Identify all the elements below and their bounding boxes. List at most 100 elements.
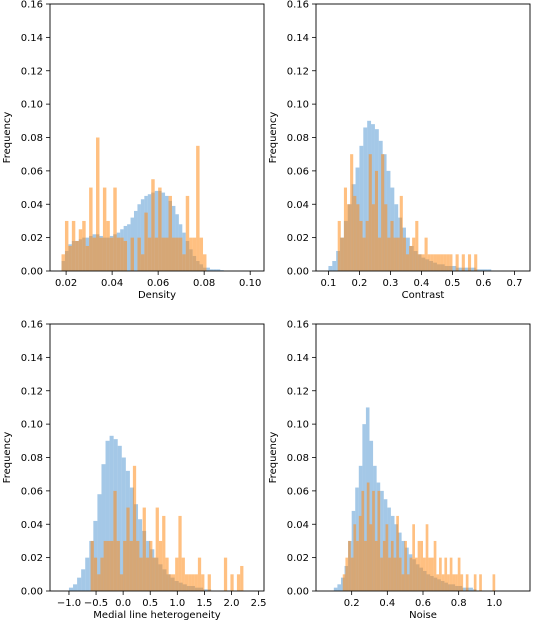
histogram-bar xyxy=(371,124,375,272)
histogram-bar xyxy=(197,557,202,592)
histogram-bar xyxy=(457,557,461,592)
x-tick-label: 0.08 xyxy=(193,278,215,289)
series-orange xyxy=(337,154,478,272)
histogram-bar xyxy=(340,237,344,272)
histogram-bar xyxy=(129,540,133,591)
histogram-bar xyxy=(418,254,422,271)
histogram-bar xyxy=(368,154,372,271)
histogram-bar xyxy=(358,515,362,591)
histogram-bar xyxy=(343,187,348,271)
histogram-bar xyxy=(443,254,447,271)
y-tick-label: 0.06 xyxy=(287,166,309,177)
histogram-bar xyxy=(361,490,365,592)
histogram-bar xyxy=(116,540,120,591)
histogram-bar xyxy=(77,577,82,591)
x-tick-label: 0.6 xyxy=(476,278,492,289)
y-tick-label: 0.00 xyxy=(21,267,43,278)
y-tick-label: 0.08 xyxy=(287,133,309,144)
histogram-bar xyxy=(175,557,179,592)
histogram-bar xyxy=(455,254,459,271)
y-tick-label: 0.08 xyxy=(21,453,43,464)
histogram-bar xyxy=(365,220,369,271)
histogram-bar xyxy=(441,574,445,591)
subplot-medial-line-heterogeneity: −1.0 −0.5 0.0 0.5 1.0 1.5 2.0 2.5 0.00 0.02 0.04 0.… xyxy=(2,320,267,620)
histogram-bar xyxy=(449,557,453,592)
histogram-bar xyxy=(469,587,473,591)
histogram-bar xyxy=(342,574,346,591)
histogram-bar xyxy=(353,195,357,271)
histogram-bar xyxy=(359,220,363,271)
histogram-bar xyxy=(223,557,228,592)
histogram-bar xyxy=(230,574,234,591)
y-tick-label: 0.10 xyxy=(21,100,43,111)
histogram-bar xyxy=(105,440,110,591)
histogram-bar xyxy=(165,557,169,592)
histogram-bar xyxy=(405,547,409,591)
histogram-bar xyxy=(171,574,176,591)
histogram-bar xyxy=(359,145,364,271)
histogram-bar xyxy=(113,490,117,592)
histogram-bar xyxy=(132,465,137,591)
histogram-bar xyxy=(428,557,432,592)
subplot-noise: 0.2 0.4 0.6 0.8 1.0 0.00 0.02 0.04 0.06 0.08 0.10 0… xyxy=(268,320,531,620)
x-tick-label: 2.5 xyxy=(251,598,267,609)
y-axis-label: Frequency xyxy=(2,112,13,164)
subplot-contrast: 0.1 0.2 0.3 0.4 0.5 0.6 0.7 0.00 0.02 0.04 0.06 0.0… xyxy=(268,0,531,301)
histogram-bar xyxy=(93,557,98,592)
x-axis-label: Medial line heterogeneity xyxy=(93,610,220,620)
series-orange xyxy=(61,137,207,272)
histogram-bar xyxy=(473,574,477,591)
histogram-bar xyxy=(439,557,442,592)
x-tick-label: 0.2 xyxy=(351,278,367,289)
histogram-bar xyxy=(178,237,183,272)
histogram-bar xyxy=(387,507,391,591)
histogram-bar xyxy=(394,204,399,271)
histogram-bar xyxy=(203,589,208,591)
histogram-bar xyxy=(423,557,426,592)
y-tick-label: 0.04 xyxy=(287,200,309,211)
histogram-bar xyxy=(207,574,211,591)
histogram-bar xyxy=(154,190,159,271)
histogram-bar xyxy=(168,195,172,271)
histogram-bar xyxy=(213,269,217,271)
histogram-bar xyxy=(374,170,379,272)
y-tick-label: 0.14 xyxy=(21,33,43,44)
histogram-bar xyxy=(61,254,65,271)
histogram-bar xyxy=(100,557,104,592)
histogram-bar xyxy=(201,574,205,591)
histogram-bar xyxy=(140,254,145,271)
y-tick-label: 0.14 xyxy=(287,353,309,364)
histogram-bar xyxy=(424,237,428,272)
histogram-bar xyxy=(348,540,351,591)
histogram-bar xyxy=(369,440,374,591)
histogram-bar xyxy=(385,524,389,591)
histogram-bar xyxy=(240,565,244,591)
histogram-bar xyxy=(154,237,159,272)
histogram-bar xyxy=(396,237,400,272)
histogram-bar xyxy=(417,540,421,591)
y-tick-label: 0.02 xyxy=(21,233,43,244)
histogram-bar xyxy=(151,179,155,271)
histogram-bar xyxy=(487,269,492,271)
histogram-bar xyxy=(425,524,429,591)
histogram-bar xyxy=(109,435,114,591)
histogram-bar xyxy=(194,574,198,591)
histogram-bar xyxy=(161,237,166,272)
histogram-bar xyxy=(390,220,394,271)
histogram-bar xyxy=(350,557,354,592)
y-tick-label: 0.06 xyxy=(21,166,43,177)
histogram-bar xyxy=(121,457,126,591)
histogram-bar xyxy=(123,240,128,271)
y-tick-label: 0.08 xyxy=(287,453,309,464)
x-tick-label: 1.0 xyxy=(169,598,185,609)
histogram-bar xyxy=(71,220,76,271)
histogram-bar xyxy=(374,540,378,591)
histogram-bar xyxy=(203,254,207,271)
x-tick-label: 0.4 xyxy=(413,278,429,289)
histogram-bar xyxy=(206,267,210,271)
histogram-bar xyxy=(147,237,152,272)
histogram-bar xyxy=(369,524,373,591)
histogram-bar xyxy=(452,265,457,271)
y-tick-label: 0.14 xyxy=(21,353,43,364)
y-tick-label: 0.04 xyxy=(287,520,309,531)
